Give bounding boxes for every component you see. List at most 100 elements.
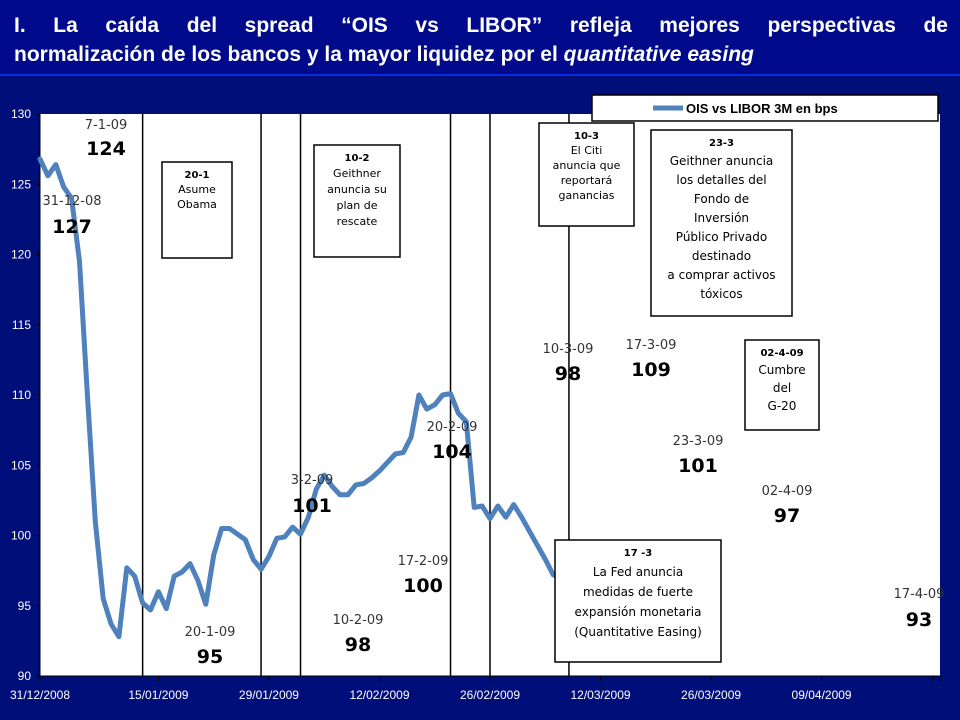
event-box-frame (744, 339, 820, 431)
slide-title: I. La caída del spread “OIS vs LIBOR” re… (0, 0, 960, 76)
point-annotation: 7-1-09 124 (85, 118, 127, 160)
annotation-value: 104 (432, 441, 472, 463)
annotation-value: 101 (292, 495, 332, 517)
y-tick-label: 100 (11, 529, 31, 543)
x-tick-label: 26/03/2009 (681, 688, 741, 702)
annotation-date: 20-1-09 (185, 625, 236, 640)
title-line-1: I. La caída del spread “OIS vs LIBOR” re… (14, 14, 948, 37)
annotation-date: 10-3-09 (543, 342, 594, 357)
point-annotation: 17-2-09 100 (398, 554, 449, 597)
x-tick-label: 09/04/2009 (792, 688, 852, 702)
point-annotation: 17-4-09 93 (894, 587, 945, 631)
annotation-date: 7-1-09 (85, 118, 127, 133)
event-box-date: 17 -3 (624, 548, 653, 559)
title-line-2: normalización de los bancos y la mayor l… (14, 41, 754, 68)
y-tick-label: 90 (18, 669, 32, 683)
event-box-text: ganancias (559, 189, 615, 202)
point-annotation: 31-12-08 127 (42, 194, 101, 238)
point-annotation: 02-4-09 97 (762, 484, 813, 527)
event-box: 17 -3 La Fed anuncia medidas de fuerte expa… (554, 539, 722, 663)
title-line-2-text: normalización de los bancos y la mayor l… (14, 43, 564, 66)
annotation-value: 95 (197, 646, 223, 668)
annotation-date: 17-2-09 (398, 554, 449, 569)
annotation-date: 20-2-09 (427, 420, 478, 435)
event-box-text: Geithner (333, 167, 381, 180)
annotation-value: 100 (403, 575, 443, 597)
x-tick-label: 31/12/2008 (10, 688, 70, 702)
point-annotation: 17-3-09 109 (626, 338, 677, 381)
event-box-date: 10-3 (574, 131, 599, 142)
legend: OIS vs LIBOR 3M en bps (591, 94, 939, 122)
series-layer (37, 156, 643, 640)
y-tick-label: 95 (18, 599, 32, 613)
annotation-value: 109 (631, 359, 671, 381)
annotation-date: 02-4-09 (762, 484, 813, 499)
event-box: 02-4-09 Cumbre del G-20 (744, 339, 820, 431)
event-box-text: destinado (692, 249, 751, 263)
x-tick-label: 29/01/2009 (239, 688, 299, 702)
event-box-frame (313, 144, 401, 258)
annotation-value: 101 (678, 455, 718, 477)
event-box-text: La Fed anuncia (593, 565, 683, 579)
event-box-text: Cumbre (758, 363, 805, 377)
event-box: 10-3 El Citi anuncia que reportará ganancias (538, 122, 635, 227)
event-box-text: Inversión (694, 211, 749, 225)
y-tick-label: 110 (12, 388, 31, 402)
point-annotation: 3-2-09 101 (291, 473, 333, 517)
event-box-text: los detalles del (676, 173, 766, 187)
annotation-date: 17-4-09 (894, 587, 945, 602)
annotation-date: 17-3-09 (626, 338, 677, 353)
annotation-value: 98 (555, 363, 581, 385)
event-box-text: medidas de fuerte (583, 585, 693, 599)
event-box: 23-3 Geithner anuncia los detalles del Fond… (650, 129, 793, 317)
x-tick-label: 12/03/2009 (570, 688, 630, 702)
event-box-text: (Quantitative Easing) (574, 625, 702, 639)
event-box-frame (538, 122, 635, 227)
event-box-text: anuncia su (327, 183, 387, 196)
event-box-frame (161, 161, 233, 259)
point-annotation: 10-3-09 98 (543, 342, 594, 385)
y-tick-label: 125 (11, 177, 31, 191)
event-box-date: 02-4-09 (760, 348, 803, 359)
event-boxes: 20-1 Asume Obama 10-2 Geithner anuncia su plan… (161, 122, 820, 663)
event-box-text: del (773, 381, 791, 395)
y-tick-label: 130 (11, 107, 31, 121)
annotation-date: 31-12-08 (42, 194, 101, 209)
point-annotation: 23-3-09 101 (673, 434, 724, 477)
annotation-value: 127 (52, 216, 92, 238)
y-tick-label: 105 (11, 458, 31, 472)
annotation-value: 124 (86, 138, 126, 160)
annotation-date: 10-2-09 (333, 613, 384, 628)
event-box-text: expansión monetaria (575, 605, 702, 619)
event-box-date: 23-3 (709, 138, 734, 149)
annotation-date: 23-3-09 (673, 434, 724, 449)
event-box-text: Público Privado (676, 230, 767, 244)
y-tick-label: 120 (11, 248, 31, 262)
y-tick-label: 115 (12, 318, 31, 332)
event-box: 10-2 Geithner anuncia su plan de rescate (313, 144, 401, 258)
series-line (37, 156, 643, 640)
x-tick-label: 26/02/2009 (460, 688, 520, 702)
event-box: 20-1 Asume Obama (161, 161, 233, 259)
event-box-text: Asume (178, 183, 216, 196)
x-tick-label: 15/01/2009 (128, 688, 188, 702)
point-annotation: 20-2-09 104 (427, 420, 478, 463)
event-box-text: tóxicos (700, 287, 742, 301)
event-box-frame (650, 129, 793, 317)
event-box-text: G-20 (768, 399, 797, 413)
event-box-frame (554, 539, 722, 663)
event-box-text: Geithner anuncia (670, 154, 774, 168)
legend-label: OIS vs LIBOR 3M en bps (686, 101, 838, 116)
event-box-text: El Citi (571, 144, 603, 157)
event-box-text: a comprar activos (667, 268, 775, 282)
event-box-text: reportará (561, 174, 613, 187)
title-line-2-italic: quantitative easing (563, 43, 754, 66)
x-tick-label: 12/02/2009 (349, 688, 409, 702)
event-box-text: Fondo de (694, 192, 749, 206)
event-box-date: 10-2 (344, 153, 369, 164)
event-box-text: Obama (177, 198, 217, 211)
chart: 90 95 100 105 110 115 120 125 130 31/12/2008 15/01… (0, 86, 960, 720)
annotation-value: 93 (906, 609, 932, 631)
event-box-text: anuncia que (553, 159, 621, 172)
legend-frame (591, 94, 939, 122)
